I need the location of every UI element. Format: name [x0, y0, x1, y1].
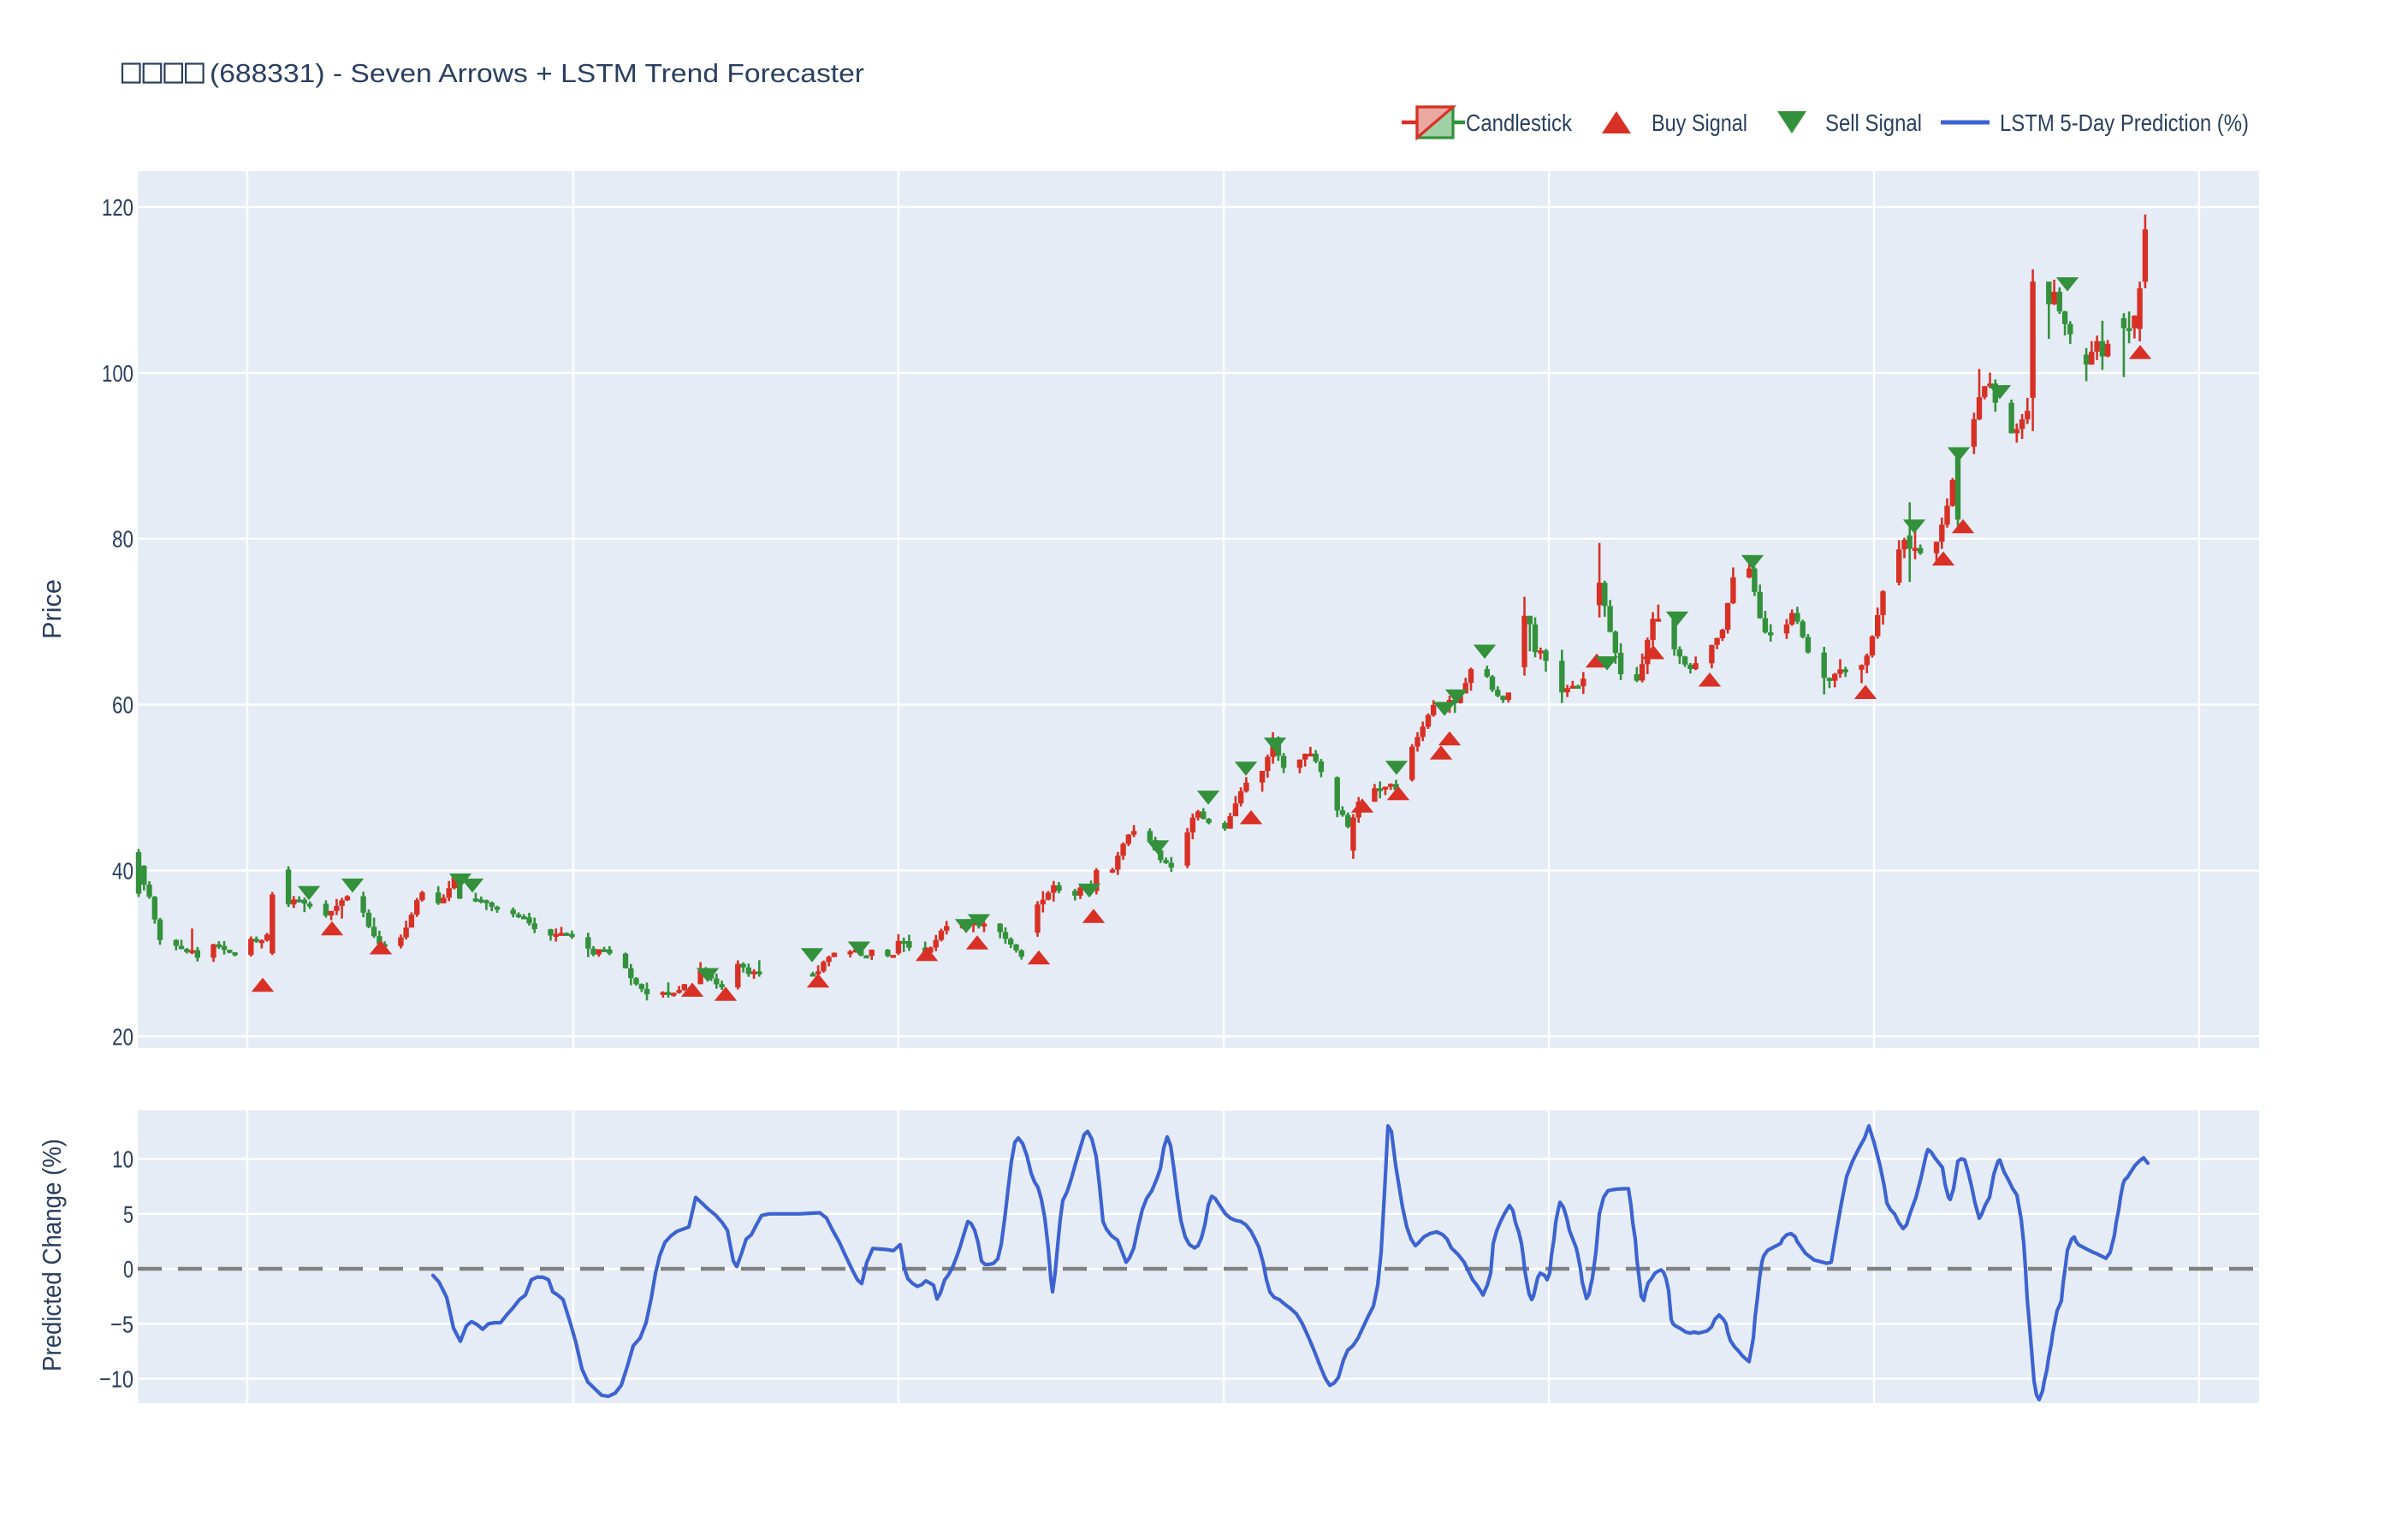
svg-text:Predicted Change (%): Predicted Change (%) [37, 1139, 67, 1371]
svg-text:−10: −10 [99, 1366, 133, 1393]
svg-text:20: 20 [112, 1023, 133, 1050]
svg-text:5: 5 [123, 1201, 133, 1228]
svg-text:40: 40 [112, 857, 133, 884]
svg-text:100: 100 [102, 360, 133, 387]
svg-text:10: 10 [112, 1146, 133, 1173]
svg-text:80: 80 [112, 526, 133, 553]
svg-text:Buy Signal: Buy Signal [1652, 110, 1747, 136]
svg-text:60: 60 [112, 692, 133, 719]
svg-text:Price: Price [37, 579, 67, 639]
svg-text:−5: −5 [110, 1311, 133, 1337]
svg-text:Sell Signal: Sell Signal [1825, 110, 1922, 136]
svg-text:(688331) - Seven Arrows + LSTM: (688331) - Seven Arrows + LSTM Trend For… [210, 58, 864, 88]
svg-text:Candlestick: Candlestick [1466, 110, 1573, 136]
svg-text:0: 0 [123, 1256, 133, 1282]
svg-text:120: 120 [102, 194, 133, 221]
svg-text:LSTM 5-Day Prediction (%): LSTM 5-Day Prediction (%) [2000, 110, 2249, 136]
